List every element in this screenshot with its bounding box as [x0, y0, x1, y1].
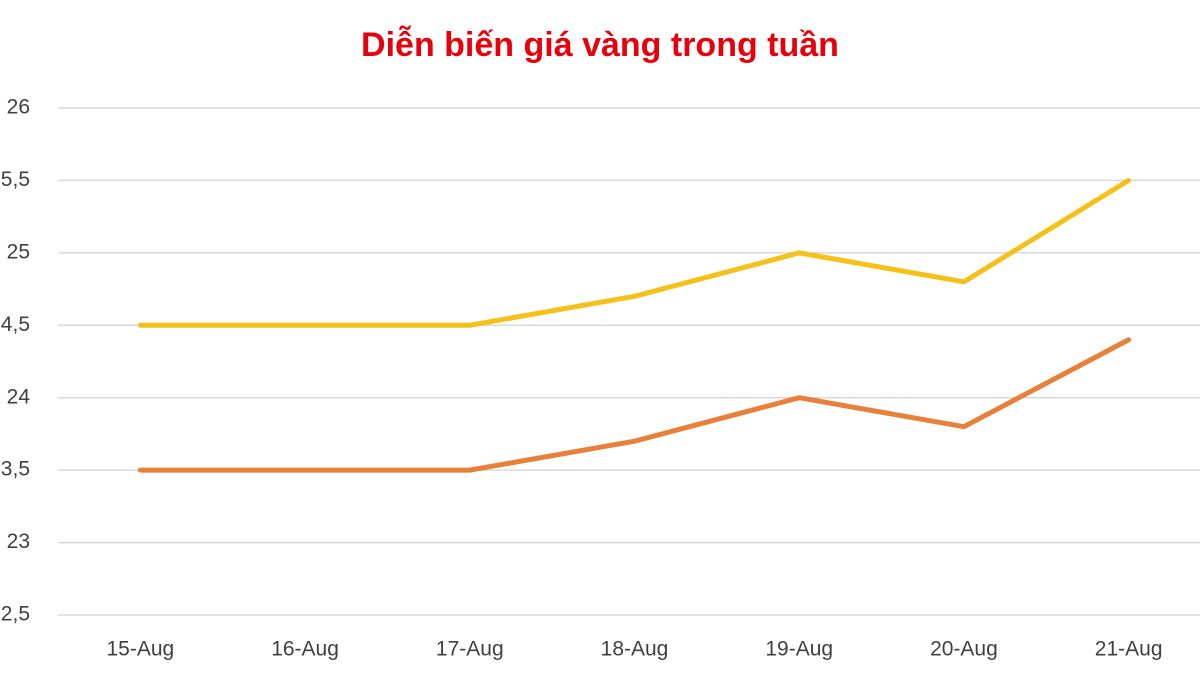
y-tick-label: 24,5 — [0, 313, 30, 336]
y-tick-label: 24 — [7, 385, 31, 408]
y-tick-label: 23 — [7, 530, 30, 553]
y-tick-label: 23,5 — [0, 458, 30, 481]
x-tick-label: 18-Aug — [601, 638, 669, 661]
series-line — [137, 337, 1132, 473]
y-tick-label: 25 — [7, 240, 30, 263]
x-tick-label: 17-Aug — [436, 638, 504, 661]
x-tick-label: 19-Aug — [765, 638, 833, 661]
y-tick-label: 26 — [7, 96, 30, 119]
y-tick-label: 25,5 — [0, 168, 30, 191]
x-tick-label: 16-Aug — [271, 638, 339, 661]
x-tick-label: 15-Aug — [106, 638, 174, 661]
series-line — [137, 177, 1132, 328]
y-tick-label: 22,5 — [0, 603, 30, 626]
chart-title: Diễn biến giá vàng trong tuần — [361, 26, 839, 64]
x-tick-label: 20-Aug — [930, 638, 998, 661]
x-tick-label: 21-Aug — [1095, 638, 1163, 661]
